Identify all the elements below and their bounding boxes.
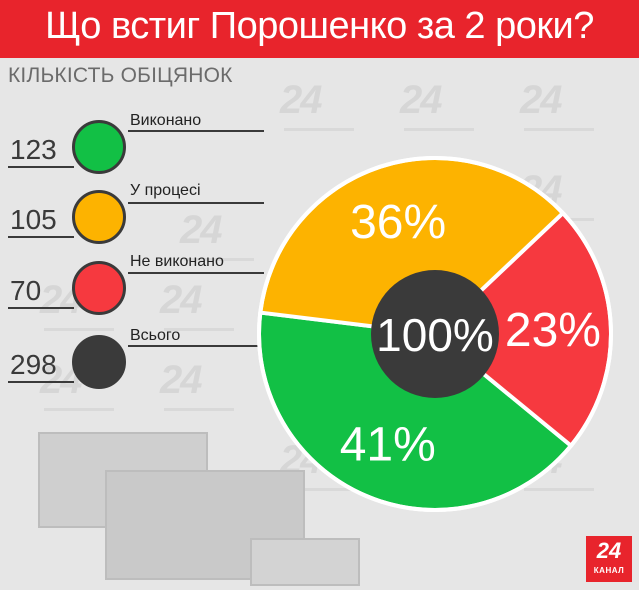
legend-value: 70 bbox=[10, 275, 42, 306]
legend-value-underline bbox=[8, 381, 74, 383]
pie-slice-label: 36% bbox=[350, 196, 446, 249]
legend-value: 105 bbox=[10, 204, 57, 235]
legend-value-underline bbox=[8, 307, 74, 309]
pie-outer-ring bbox=[257, 156, 613, 512]
pie-center-label: 100% bbox=[376, 309, 494, 361]
legend-label: Не виконано bbox=[130, 253, 224, 270]
legend-value-underline bbox=[8, 236, 74, 238]
orange-dot-icon bbox=[72, 190, 126, 244]
legend-underline bbox=[128, 345, 264, 347]
pie-slice-label: 41% bbox=[340, 418, 436, 471]
legend-value: 298 bbox=[10, 349, 57, 380]
red-dot-icon bbox=[72, 261, 126, 315]
logo-subtext: КАНАЛ bbox=[593, 566, 625, 575]
legend-label: Виконано bbox=[130, 112, 202, 129]
dark-dot-icon bbox=[72, 335, 126, 389]
legend-label: У процесі bbox=[130, 182, 201, 199]
channel-logo: 24 КАНАЛ bbox=[586, 536, 632, 582]
green-dot-icon bbox=[72, 120, 126, 174]
legend-underline bbox=[128, 272, 264, 274]
pie-center bbox=[371, 270, 499, 398]
legend-item-not-done: Не виконано 70 bbox=[0, 253, 270, 323]
legend-item-total: Всього 298 bbox=[0, 327, 270, 397]
legend-label: Всього bbox=[130, 327, 181, 344]
pie-slice-label: 23% bbox=[505, 304, 601, 357]
page-title: Що встиг Порошенко за 2 роки? bbox=[45, 5, 594, 47]
legend-underline bbox=[128, 130, 264, 132]
legend-item-in-progress: У процесі 105 bbox=[0, 182, 270, 252]
header-bar: Що встиг Порошенко за 2 роки? bbox=[0, 0, 639, 58]
logo-number: 24 bbox=[596, 538, 622, 563]
legend-value: 123 bbox=[10, 134, 57, 165]
legend-title: КІЛЬКІСТЬ ОБІЦЯНОК bbox=[8, 64, 233, 87]
legend-item-done: Виконано 123 bbox=[0, 112, 270, 182]
legend-underline bbox=[128, 202, 264, 204]
legend-value-underline bbox=[8, 166, 74, 168]
decorative-rect bbox=[250, 538, 360, 586]
